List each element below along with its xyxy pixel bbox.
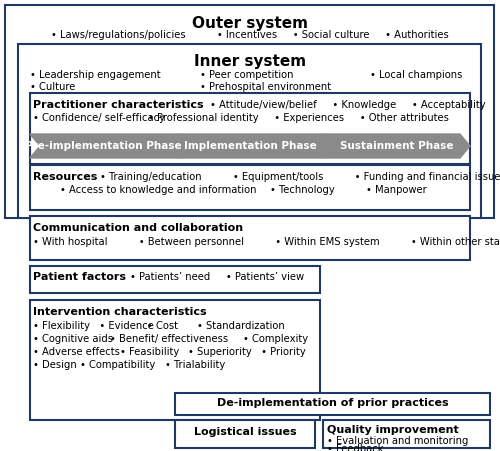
Bar (323, 420, 490, 448)
Text: • Feasibility: • Feasibility (120, 347, 179, 357)
Text: • Superiority   • Priority: • Superiority • Priority (188, 347, 306, 357)
Polygon shape (324, 134, 470, 158)
Text: Patient factors: Patient factors (33, 272, 126, 282)
Text: • Local champions: • Local champions (370, 70, 462, 80)
Bar (30, 216, 470, 260)
Bar (18, 44, 481, 218)
Text: Implementation Phase: Implementation Phase (184, 141, 316, 151)
Text: • Training/education          • Equipment/tools          • Funding and financial: • Training/education • Equipment/tools •… (100, 172, 500, 182)
Bar (30, 93, 470, 164)
Text: Quality improvement: Quality improvement (327, 425, 459, 435)
Text: • Access to knowledge and information: • Access to knowledge and information (60, 185, 256, 195)
Text: • Patients’ need     • Patients’ view: • Patients’ need • Patients’ view (130, 272, 304, 282)
Text: Inner system: Inner system (194, 54, 306, 69)
Text: Pre-implementation Phase: Pre-implementation Phase (25, 141, 182, 151)
Text: Logistical issues: Logistical issues (194, 427, 296, 437)
Text: • Leadership engagement: • Leadership engagement (30, 70, 160, 80)
Polygon shape (176, 134, 334, 158)
Text: • Technology          • Manpower: • Technology • Manpower (270, 185, 427, 195)
Text: • Benefit/ effectiveness: • Benefit/ effectiveness (110, 334, 228, 344)
Text: • Cost: • Cost (147, 321, 178, 331)
Text: • Complexity: • Complexity (243, 334, 308, 344)
Text: • Culture: • Culture (30, 82, 76, 92)
Text: • Adverse effects: • Adverse effects (33, 347, 120, 357)
Text: • Trialability: • Trialability (165, 360, 225, 370)
Text: Outer system: Outer system (192, 16, 308, 31)
Bar (5, 5, 494, 218)
Text: Resources: Resources (33, 172, 98, 182)
Text: De-implementation of prior practices: De-implementation of prior practices (217, 398, 449, 408)
Text: • Standardization: • Standardization (197, 321, 285, 331)
Polygon shape (30, 134, 186, 158)
Text: • Attitude/view/belief     • Knowledge     • Acceptability: • Attitude/view/belief • Knowledge • Acc… (210, 100, 485, 110)
Text: Practitioner characteristics: Practitioner characteristics (33, 100, 203, 110)
Text: Intervention characteristics: Intervention characteristics (33, 307, 206, 317)
Text: Sustainment Phase: Sustainment Phase (340, 141, 454, 151)
Text: • Confidence/ self-efficacy: • Confidence/ self-efficacy (33, 113, 165, 123)
Bar (30, 266, 320, 293)
Text: • Prehospital environment: • Prehospital environment (200, 82, 331, 92)
Text: Communication and collaboration: Communication and collaboration (33, 223, 243, 233)
Text: • Feedback: • Feedback (327, 444, 384, 451)
Text: • Evaluation and monitoring: • Evaluation and monitoring (327, 436, 468, 446)
Text: • Professional identity     • Experiences     • Other attributes: • Professional identity • Experiences • … (148, 113, 449, 123)
Text: • Cognitive aids: • Cognitive aids (33, 334, 113, 344)
Bar (175, 393, 490, 415)
Text: • Peer competition: • Peer competition (200, 70, 294, 80)
Bar (30, 165, 470, 210)
Text: • Laws/regulations/policies          • Incentives     • Social culture     • Aut: • Laws/regulations/policies • Incentives… (51, 30, 449, 40)
Text: • Compatibility: • Compatibility (80, 360, 155, 370)
Text: • Flexibility   • Evidence: • Flexibility • Evidence (33, 321, 154, 331)
Text: • Design: • Design (33, 360, 77, 370)
Bar (30, 300, 320, 420)
Text: • With hospital          • Between personnel          • Within EMS system       : • With hospital • Between personnel • Wi… (33, 237, 500, 247)
Bar (175, 420, 315, 448)
